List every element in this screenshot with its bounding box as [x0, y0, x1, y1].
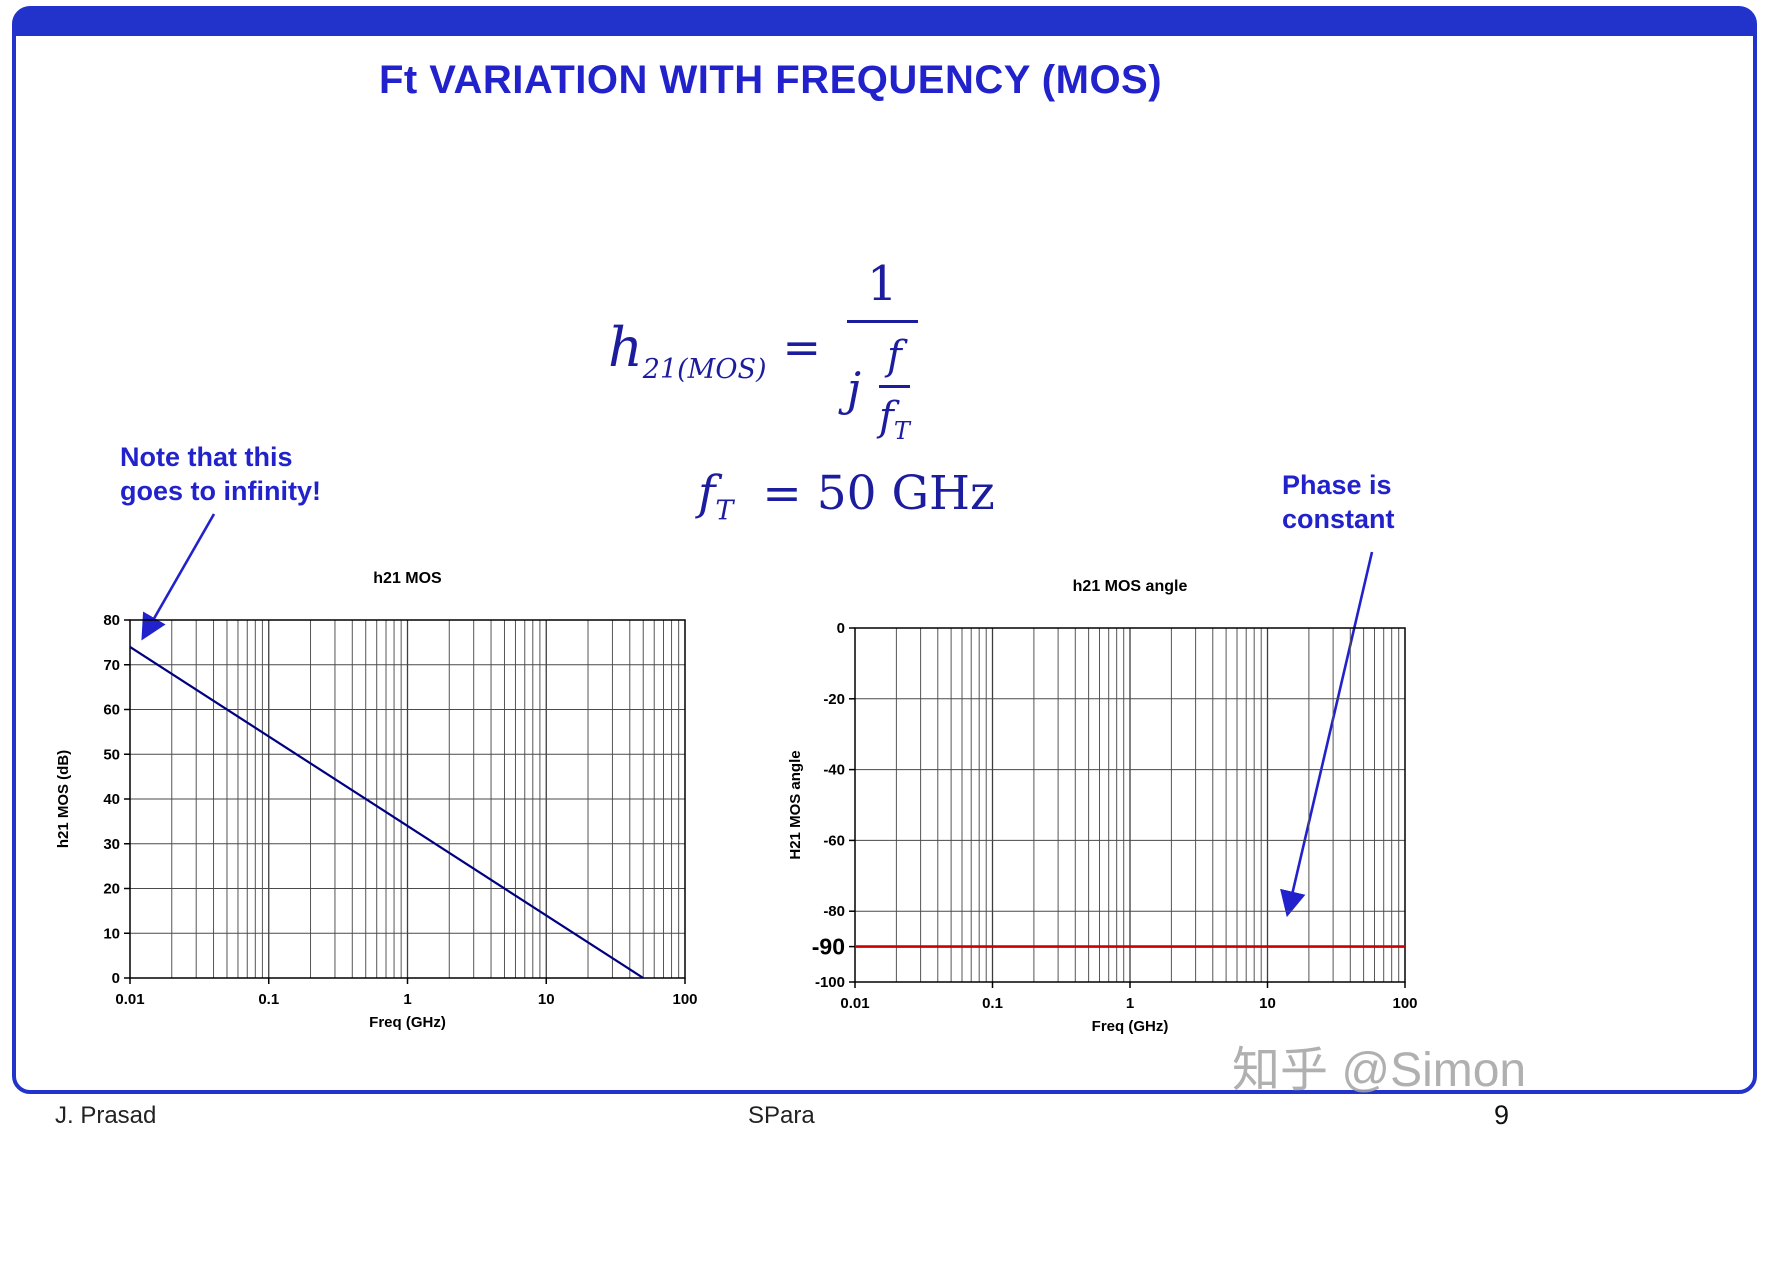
svg-text:70: 70: [103, 657, 120, 674]
ft-symbol: fT: [698, 466, 733, 526]
svg-text:-80: -80: [823, 903, 845, 920]
svg-text:-100: -100: [815, 974, 845, 991]
h21-formula: h21(MOS) = 1 j f fT: [608, 256, 928, 445]
note-infinity: Note that this goes to infinity!: [120, 440, 321, 508]
svg-text:40: 40: [103, 791, 120, 808]
axis-labels: 0.01 0.1 1 10 100 0 -20 -40 -60 -80 -90 -100 h21 MOS…: [787, 578, 1418, 1035]
svg-text:-90: -90: [812, 934, 845, 960]
svg-text:0.01: 0.01: [115, 991, 144, 1008]
svg-text:10: 10: [103, 925, 120, 942]
svg-text:50: 50: [103, 746, 120, 763]
h21-mos-angle-chart: 0.01 0.1 1 10 100 0 -20 -40 -60 -80 -90 -100 h21 MOS…: [787, 578, 1418, 1035]
x-axis-label: Freq (GHz): [369, 1014, 446, 1031]
svg-text:0: 0: [837, 620, 845, 637]
svg-text:60: 60: [103, 702, 120, 719]
ft-sub: T: [715, 495, 734, 527]
svg-text:100: 100: [1392, 995, 1417, 1012]
formula-numerator: 1: [867, 256, 898, 312]
svg-text:10: 10: [538, 991, 555, 1008]
svg-text:20: 20: [103, 881, 120, 898]
page-number: 9: [1494, 1100, 1510, 1130]
chart-title: h21 MOS: [373, 570, 442, 587]
top-bar: [16, 10, 1753, 36]
svg-text:-60: -60: [823, 832, 845, 849]
chart-title: h21 MOS angle: [1073, 578, 1188, 595]
slide-border: [12, 6, 1757, 1094]
svg-text:-20: -20: [823, 691, 845, 708]
svg-text:0.1: 0.1: [982, 995, 1003, 1012]
series-line: [129, 646, 644, 979]
y-axis-label: H21 MOS angle: [787, 750, 804, 859]
formula-inner-fraction: f fT: [871, 333, 918, 445]
watermark: 知乎 @Simon: [1232, 1044, 1527, 1097]
gridlines: [130, 620, 685, 978]
formula-equals: =: [782, 319, 822, 374]
gridlines: [855, 628, 1405, 982]
svg-text:0: 0: [112, 970, 120, 987]
svg-text:10: 10: [1259, 995, 1276, 1012]
formula-h-term: h21(MOS): [608, 316, 766, 385]
slide-title: Ft VARIATION WITH FREQUENCY (MOS): [378, 58, 1163, 102]
svg-text:1: 1: [1126, 995, 1134, 1012]
formula-ft: fT: [879, 385, 910, 445]
svg-text:1: 1: [403, 991, 411, 1008]
svg-text:0.1: 0.1: [258, 991, 279, 1008]
formula-h-subscript: 21(MOS): [642, 353, 767, 385]
note-phase-line2: constant: [1282, 504, 1395, 534]
note-phase: Phase is constant: [1282, 468, 1395, 536]
svg-text:30: 30: [103, 836, 120, 853]
svg-text:-40: -40: [823, 762, 845, 779]
note-infinity-line1: Note that this: [120, 442, 293, 472]
formula-ft-sub: T: [893, 417, 910, 445]
y-axis-label: h21 MOS (dB): [55, 750, 72, 848]
formula-j: j: [846, 362, 862, 416]
footer-author: J. Prasad: [55, 1102, 157, 1129]
formula-denominator: j f fT: [846, 320, 918, 445]
formula-f: f: [887, 333, 902, 379]
formula-h: h: [608, 316, 643, 380]
note-infinity-line2: goes to infinity!: [120, 476, 321, 506]
footer-course: SPara: [748, 1102, 815, 1129]
svg-text:100: 100: [672, 991, 697, 1008]
ft-base: f: [698, 466, 716, 521]
axis-labels: 0.01 0.1 1 10 100 0 10 20 30 40 50 60 70 80 h21 MOS Fre…: [55, 570, 698, 1031]
note-phase-line1: Phase is: [1282, 470, 1392, 500]
h21-mos-chart: 0.01 0.1 1 10 100 0 10 20 30 40 50 60 70 80 h21 MOS Fre…: [55, 570, 698, 1031]
formula-ft-base: f: [879, 394, 894, 440]
ft-value: = 50 GHz: [762, 466, 995, 521]
svg-text:0.01: 0.01: [840, 995, 869, 1012]
formula-fraction: 1 j f fT: [837, 256, 928, 445]
svg-text:80: 80: [103, 612, 120, 629]
x-axis-label: Freq (GHz): [1092, 1018, 1169, 1035]
ft-value-line: fT = 50 GHz: [698, 466, 995, 526]
